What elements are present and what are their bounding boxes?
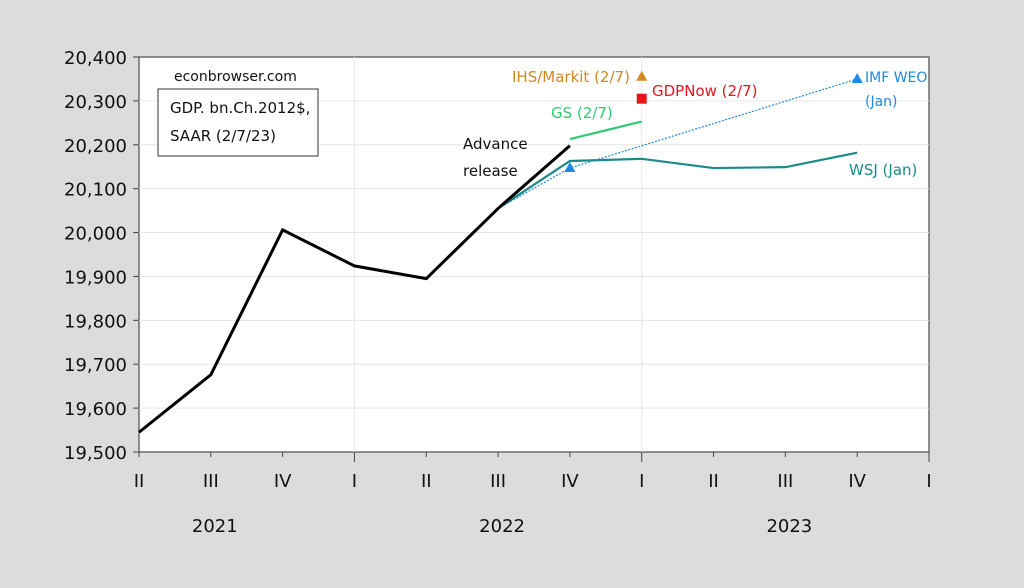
legend-box: GDP. bn.Ch.2012$, SAAR (2/7/23) xyxy=(157,88,319,157)
annotation-release: release xyxy=(463,162,518,180)
annotation-advance: Advance xyxy=(463,135,528,153)
x-year-label: 2023 xyxy=(766,516,812,537)
x-year-label: 2022 xyxy=(479,516,525,537)
triangle-marker xyxy=(564,162,576,173)
y-tick-label: 19,900 xyxy=(64,267,127,288)
annotation-gs: GS (2/7) xyxy=(551,104,613,122)
x-tick-label: IV xyxy=(274,471,292,492)
x-tick-label: II xyxy=(421,471,432,492)
y-axis: 19,500 19,600 19,700 19,800 19,900 20,000 20,1… xyxy=(64,48,139,464)
x-tick-label: I xyxy=(352,471,357,492)
series-imf-weo-jan xyxy=(497,72,863,209)
series-layer xyxy=(138,70,863,434)
x-tick-label: III xyxy=(490,471,506,492)
series-gdpnow-2-7 xyxy=(636,93,647,104)
x-tick-label: IV xyxy=(561,471,579,492)
x-year-label: 2021 xyxy=(192,516,238,537)
y-tick-label: 20,400 xyxy=(64,48,127,69)
annotation-imf-weo: IMF WEO xyxy=(865,70,927,86)
y-tick-label: 19,700 xyxy=(64,355,127,376)
series-gs-2-7 xyxy=(569,120,642,141)
x-tick-label: II xyxy=(134,471,145,492)
legend-line-2: SAAR (2/7/23) xyxy=(170,127,276,145)
legend-line-1: GDP. bn.Ch.2012$, xyxy=(170,99,310,117)
y-tick-label: 19,600 xyxy=(64,399,127,420)
x-tick-label: II xyxy=(708,471,719,492)
y-tick-label: 20,300 xyxy=(64,92,127,113)
annotation-ihs-markit: IHS/Markit (2/7) xyxy=(512,68,630,86)
y-tick-label: 20,100 xyxy=(64,180,127,201)
series-wsj-jan xyxy=(497,151,858,210)
x-tick-label: IV xyxy=(848,471,866,492)
triangle-marker xyxy=(636,70,648,81)
y-tick-label: 20,000 xyxy=(64,224,127,245)
annotation-wsj: WSJ (Jan) xyxy=(849,161,917,179)
x-tick-label: III xyxy=(777,471,793,492)
y-tick-label: 19,500 xyxy=(64,443,127,464)
series-ihs-markit-2-7 xyxy=(636,70,648,81)
annotation-imf-jan: (Jan) xyxy=(865,94,898,110)
x-tick-label: III xyxy=(203,471,219,492)
y-tick-label: 19,800 xyxy=(64,311,127,332)
annotation-gdpnow: GDPNow (2/7) xyxy=(652,82,758,100)
x-tick-label: I xyxy=(639,471,644,492)
y-tick-label: 20,200 xyxy=(64,136,127,157)
triangle-marker xyxy=(851,72,863,83)
x-tick-label: I xyxy=(926,471,931,492)
series-gdp-advance-release xyxy=(138,144,571,434)
watermark: econbrowser.com xyxy=(174,69,297,85)
square-marker xyxy=(636,93,647,104)
gridlines xyxy=(139,57,929,452)
